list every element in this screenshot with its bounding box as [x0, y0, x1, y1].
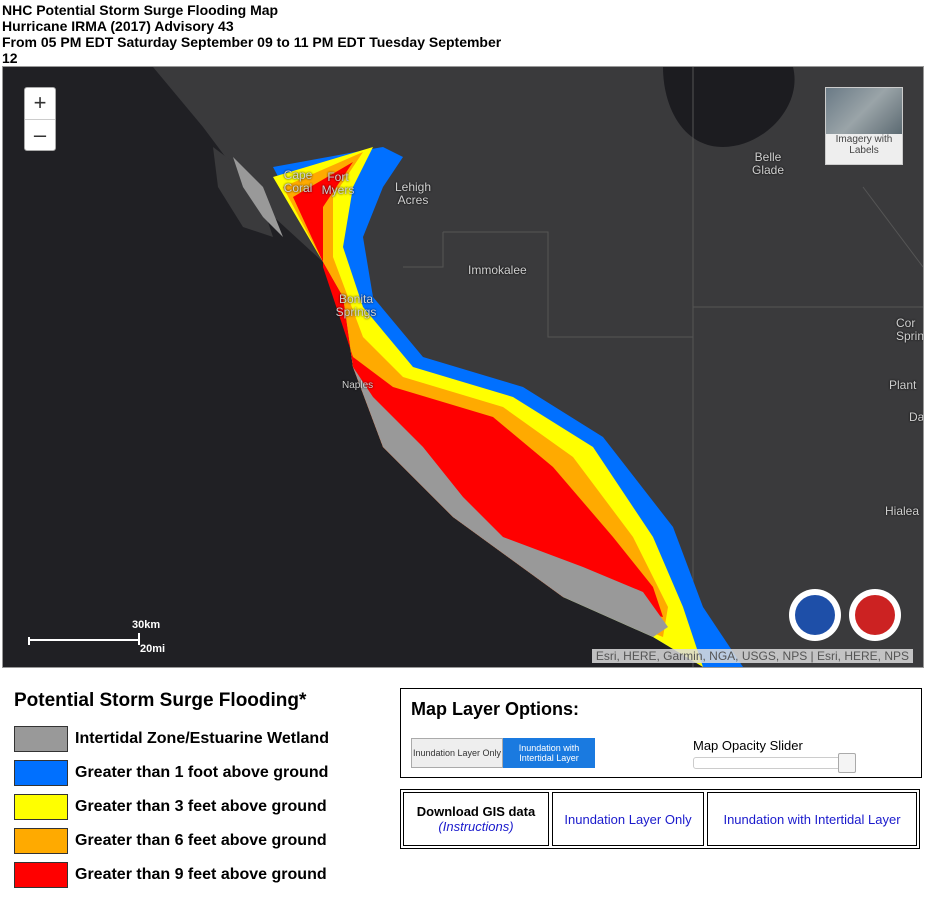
place-label: Plant: [889, 378, 917, 392]
layer-buttons: Inundation Layer Only Inundation with In…: [411, 738, 595, 768]
zoom-out[interactable]: –: [25, 119, 55, 151]
gis-label: Download GIS data: [416, 804, 536, 819]
title: NHC Potential Storm Surge Flooding Map: [2, 2, 279, 18]
scale-km: 30km: [132, 619, 161, 631]
basemap-thumb: [826, 88, 902, 134]
legend-label: Greater than 6 feet above ground: [75, 832, 327, 849]
legend-swatch: [14, 862, 68, 888]
legend-swatch: [14, 726, 68, 752]
link-cell: Inundation Layer Only: [552, 792, 704, 846]
slider-track[interactable]: [693, 753, 856, 773]
zoom-control: + –: [24, 87, 56, 151]
place-label: Lehigh Acres: [394, 180, 432, 207]
legend-item: Greater than 6 feet above ground: [14, 824, 329, 858]
gis-cell: Download GIS data (Instructions): [403, 792, 549, 846]
instructions-link[interactable]: (Instructions): [438, 819, 514, 834]
opacity-slider: Map Opacity Slider: [693, 738, 856, 773]
layer-options: Map Layer Options: Inundation Layer Only…: [400, 688, 922, 778]
subtitle: Hurricane IRMA (2017) Advisory 43: [2, 18, 234, 34]
legend: Potential Storm Surge Flooding* Intertid…: [14, 690, 329, 892]
legend-item: Intertidal Zone/Estuarine Wetland: [14, 722, 329, 756]
legend-swatch: [14, 794, 68, 820]
basemap-toggle[interactable]: Imagery with Labels: [825, 87, 903, 165]
legend-item: Greater than 3 feet above ground: [14, 790, 329, 824]
place-label: Cape Coral: [283, 168, 313, 195]
legend-item: Greater than 9 feet above ground: [14, 858, 329, 892]
zoom-in[interactable]: +: [33, 90, 47, 115]
place-label: Cor Sprin: [896, 316, 924, 343]
slider-label: Map Opacity Slider: [693, 738, 803, 753]
link-cell: Inundation with Intertidal Layer: [707, 792, 917, 846]
nws-logo-inner: [855, 595, 895, 635]
legend-label: Greater than 1 foot above ground: [75, 764, 329, 781]
scale-bar: [28, 633, 140, 645]
place-label: Immokalee: [468, 263, 527, 277]
basemap-label: Imagery with Labels: [835, 134, 893, 156]
legend-items: Intertidal Zone/Estuarine Wetland Greater…: [14, 722, 329, 892]
map-canvas: [28, 67, 923, 667]
surge-gray-north: [233, 157, 283, 237]
layer-button[interactable]: Inundation with Intertidal Layer: [503, 738, 595, 768]
place-label: Bonita Springs: [335, 292, 377, 319]
layer-button[interactable]: Inundation Layer Only: [411, 738, 503, 768]
place-label: Da: [909, 410, 924, 424]
lake: [663, 67, 795, 147]
map[interactable]: + – Imagery with Labels Cape Coral Fort …: [2, 66, 924, 668]
island: [213, 147, 273, 237]
legend-swatch: [14, 828, 68, 854]
options-title: Map Layer Options:: [411, 699, 580, 719]
county-lines: [403, 67, 923, 667]
download-link[interactable]: Inundation Layer Only: [564, 811, 692, 827]
legend-label: Greater than 9 feet above ground: [75, 866, 327, 883]
attribution: Esri, HERE, Garmin, NGA, USGS, NPS | Esr…: [591, 649, 913, 663]
header: NHC Potential Storm Surge Flooding Map H…: [2, 2, 512, 66]
legend-title: Potential Storm Surge Flooding*: [14, 690, 307, 711]
place-label: Fort Myers: [321, 170, 355, 197]
legend-swatch: [14, 760, 68, 786]
slider-thumb[interactable]: [838, 753, 856, 773]
place-label: Naples: [342, 380, 374, 391]
place-label: Belle Glade: [751, 150, 785, 177]
period: From 05 PM EDT Saturday September 09 to …: [2, 34, 502, 66]
surge-gray: [353, 367, 668, 637]
download-link[interactable]: Inundation with Intertidal Layer: [723, 811, 901, 827]
surge-red: [293, 162, 663, 617]
legend-label: Intertidal Zone/Estuarine Wetland: [75, 730, 329, 747]
noaa-logo-inner: [795, 595, 835, 635]
place-label: Hialea: [885, 504, 920, 518]
scale-mi: 20mi: [140, 643, 166, 655]
legend-item: Greater than 1 foot above ground: [14, 756, 329, 790]
legend-label: Greater than 3 feet above ground: [75, 798, 327, 815]
downloads: Download GIS data (Instructions) Inundati…: [400, 789, 920, 849]
